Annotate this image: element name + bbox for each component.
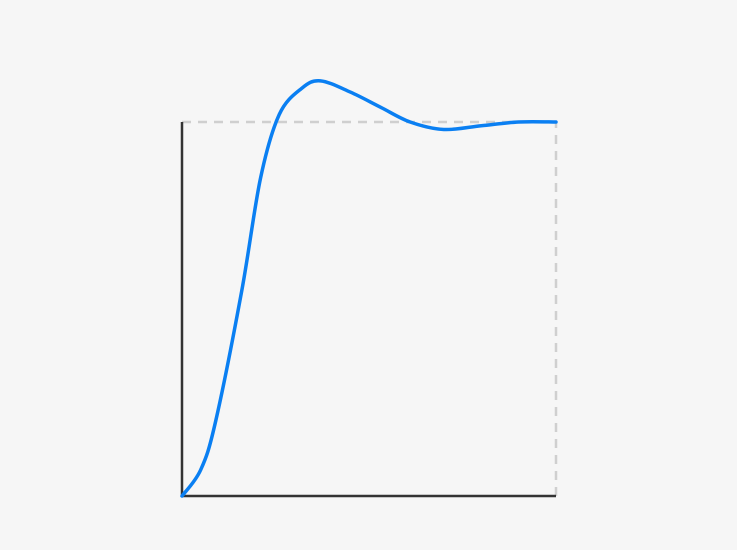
curve: [180, 79, 558, 498]
